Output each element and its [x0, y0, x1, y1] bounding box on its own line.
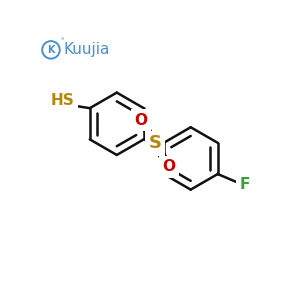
Text: O: O [134, 113, 148, 128]
Text: °: ° [60, 38, 64, 44]
Text: Kuujia: Kuujia [63, 42, 110, 57]
Text: HS: HS [51, 93, 74, 108]
Text: O: O [162, 159, 175, 174]
Text: S: S [148, 134, 161, 152]
Text: F: F [240, 178, 250, 193]
Text: K: K [47, 45, 55, 55]
